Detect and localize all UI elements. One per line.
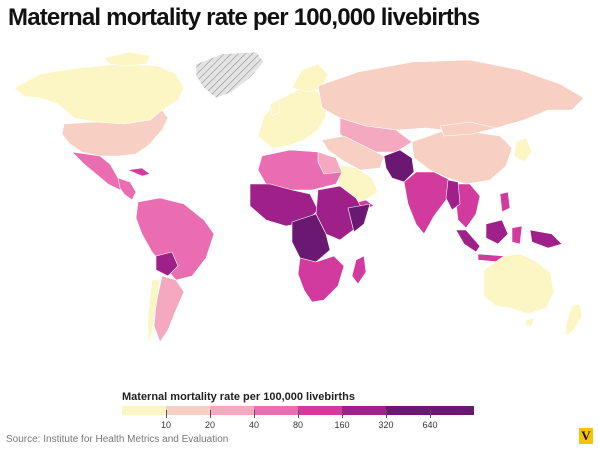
- legend-tick-label: 40: [248, 420, 260, 430]
- legend-tick-mark: [298, 410, 299, 418]
- region-northern-south-america: [135, 197, 215, 281]
- legend-swatch: [298, 406, 342, 415]
- legend-swatch: [122, 406, 166, 415]
- legend-tick-mark: [386, 410, 387, 418]
- region-korea-japan: [513, 137, 533, 163]
- region-philippines: [499, 191, 511, 213]
- legend-tick-label: 80: [292, 420, 304, 430]
- legend-color-scale: [122, 406, 474, 415]
- region-egypt: [317, 151, 343, 175]
- legend-swatch: [254, 406, 298, 415]
- region-chile: [147, 279, 161, 343]
- legend-tick-label: 20: [204, 420, 216, 430]
- region-papua: [529, 229, 563, 249]
- region-australia: [483, 253, 555, 315]
- legend-swatch: [430, 406, 474, 415]
- region-uk: [269, 99, 281, 117]
- region-usa: [61, 109, 169, 157]
- region-bolivia: [155, 251, 179, 277]
- legend-ticks: 10 20 40 80 160 320 640: [122, 406, 474, 430]
- region-sumatra: [455, 229, 481, 253]
- region-borneo: [485, 219, 509, 245]
- region-central-america: [117, 177, 137, 201]
- legend-swatch: [342, 406, 386, 415]
- region-india: [403, 171, 451, 235]
- legend-swatch: [166, 406, 210, 415]
- region-mexico: [71, 151, 127, 191]
- legend-tick-mark: [166, 410, 167, 418]
- legend-tick-mark: [210, 410, 211, 418]
- region-central-africa: [291, 213, 331, 263]
- legend-tick-mark: [342, 410, 343, 418]
- region-somalia: [347, 203, 371, 233]
- page-title: Maternal mortality rate per 100,000 live…: [8, 4, 480, 31]
- legend-tick-label: 160: [334, 420, 350, 430]
- legend-tick-mark: [254, 410, 255, 418]
- region-sulawesi: [511, 225, 523, 245]
- vox-logo-icon: V: [579, 428, 593, 444]
- legend-title: Maternal mortality rate per 100,000 live…: [122, 391, 355, 403]
- world-map: [13, 51, 585, 343]
- region-russia: [317, 59, 585, 133]
- legend-tick-label: 320: [378, 420, 394, 430]
- legend-swatch: [386, 406, 430, 415]
- legend-swatch: [210, 406, 254, 415]
- region-madagascar: [351, 255, 367, 285]
- region-turkey-iran: [321, 135, 385, 171]
- region-tasmania: [525, 317, 535, 327]
- region-greenland: [195, 51, 265, 99]
- region-europe: [257, 87, 327, 149]
- region-afghanistan-pakistan: [383, 149, 415, 183]
- legend-tick-label: 640: [422, 420, 438, 430]
- legend-tick-mark: [430, 410, 431, 418]
- legend-tick-label: 10: [160, 420, 172, 430]
- region-scandinavia: [291, 63, 329, 93]
- source-credit: Source: Institute for Health Metrics and…: [6, 434, 229, 445]
- region-southern-africa: [297, 255, 345, 303]
- region-myanmar: [445, 179, 461, 211]
- region-caribbean: [127, 167, 151, 177]
- region-canadian-islands: [103, 51, 151, 67]
- region-mongolia: [439, 121, 497, 137]
- region-new-zealand: [565, 303, 583, 337]
